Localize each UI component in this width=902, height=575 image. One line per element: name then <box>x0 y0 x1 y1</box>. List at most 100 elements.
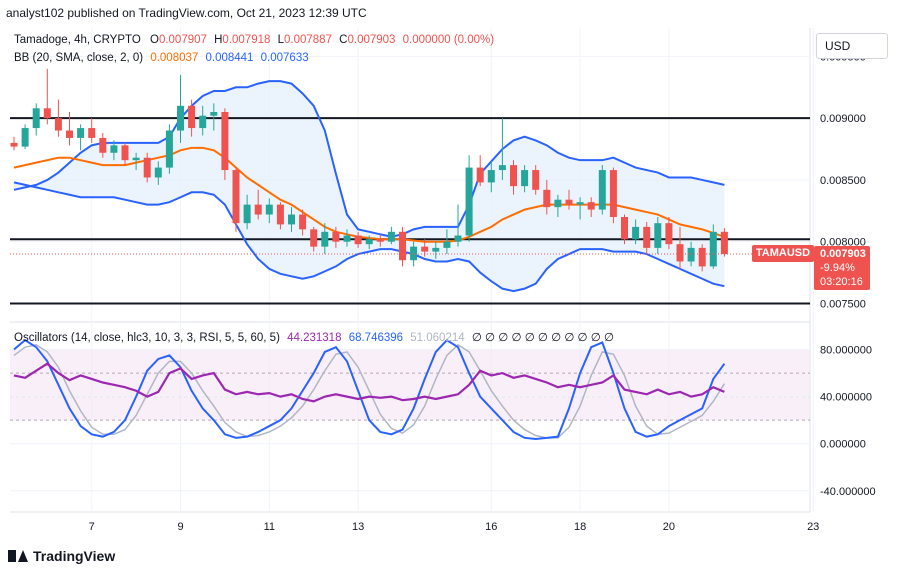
osc-label: Oscillators (14, close, hlc3, 10, 3, 3, … <box>14 332 280 344</box>
candle-body <box>432 247 440 252</box>
candle <box>498 118 506 180</box>
candle <box>510 160 517 195</box>
candle-body <box>21 128 29 147</box>
candle-body <box>354 235 362 245</box>
candle <box>543 179 551 215</box>
candle-body <box>288 214 295 225</box>
candle-body <box>243 204 251 224</box>
candle-body <box>443 241 451 248</box>
currency-button[interactable]: USD <box>816 33 888 59</box>
tradingview-brand[interactable]: TradingView <box>8 548 115 564</box>
candle-body <box>188 105 196 129</box>
candle-body <box>554 199 562 208</box>
symbol-label: Tamadoge, 4h, CRYPTO <box>14 34 141 46</box>
candle <box>121 142 129 166</box>
ohlc-open: O0.007907 <box>149 34 207 46</box>
candle-body <box>232 170 240 224</box>
candle-body <box>276 204 284 225</box>
ohlc-close: C0.007903 <box>339 34 396 46</box>
x-tick-label: 13 <box>352 521 364 533</box>
candle-body <box>210 112 218 116</box>
candle <box>709 224 717 269</box>
candle <box>632 219 640 245</box>
candle-body <box>565 199 573 205</box>
x-tick-label: 16 <box>485 521 497 533</box>
rsi-line <box>13 362 725 403</box>
candle-body <box>321 231 329 247</box>
candle <box>465 155 473 242</box>
candle-body <box>154 167 162 178</box>
ohlc-low: L0.007887 <box>277 34 332 46</box>
candle-body <box>254 204 262 215</box>
x-tick-label: 9 <box>177 521 183 533</box>
oscillator-zone <box>10 349 810 421</box>
publisher-credit: analyst102 published on TradingView.com,… <box>6 6 367 20</box>
candle-body <box>10 142 18 147</box>
y-tick-label: 0.007500 <box>820 298 866 310</box>
bb-legend: BB (20, SMA, close, 2, 0) 0.008037 0.008… <box>14 52 309 64</box>
tradingview-logo-icon <box>8 550 28 562</box>
candle <box>365 235 373 250</box>
candle <box>410 241 418 267</box>
candle-body <box>510 165 517 187</box>
y-tick-label: 0.009000 <box>820 113 866 125</box>
main-legend: Tamadoge, 4h, CRYPTO O0.007907 H0.007918… <box>14 34 494 46</box>
candle <box>665 217 673 250</box>
candle-body <box>177 105 184 131</box>
candle-body <box>332 231 340 242</box>
candle <box>321 223 329 255</box>
osc-d-value: 51.060214 <box>410 332 465 344</box>
candle <box>276 202 284 230</box>
candle <box>77 124 85 151</box>
candle <box>654 217 662 255</box>
candle-body <box>487 170 495 183</box>
candle <box>443 229 451 255</box>
candle-body <box>476 167 484 183</box>
candle-body <box>720 231 728 255</box>
candle-body <box>343 235 351 242</box>
bar-countdown: 03:20:16 <box>820 276 863 288</box>
candle <box>177 74 184 143</box>
candle <box>132 152 140 171</box>
bb-label: BB (20, SMA, close, 2, 0) <box>14 52 144 64</box>
brand-name: TradingView <box>33 548 116 564</box>
candle-body <box>299 214 307 230</box>
x-tick-label: 20 <box>663 521 675 533</box>
candle <box>587 197 595 217</box>
candle <box>199 105 207 136</box>
candle-body <box>421 246 429 252</box>
candle <box>310 226 318 252</box>
bb-lower-value: 0.007633 <box>260 52 309 64</box>
candle <box>643 221 651 255</box>
candle-body <box>676 244 684 262</box>
candle-body <box>410 246 418 261</box>
candle-body <box>32 108 40 129</box>
last-price-tag: 0.007903 -9.94% 03:20:16 <box>814 246 870 290</box>
candle <box>243 194 251 230</box>
osc-k-value: 68.746396 <box>348 332 404 344</box>
candle-body <box>199 115 207 129</box>
x-tick-label: 7 <box>89 521 95 533</box>
y-tick-label: 0.000000 <box>820 439 866 451</box>
candle-body <box>399 231 406 261</box>
candle <box>387 226 395 245</box>
candle <box>376 234 384 247</box>
osc-empty-values: ∅ ∅ ∅ ∅ ∅ ∅ ∅ ∅ ∅ ∅ ∅ <box>471 332 614 344</box>
osc-rsi-value: 44.231318 <box>287 332 342 344</box>
bb-lower-line <box>13 181 725 293</box>
x-tick-label: 11 <box>264 521 275 533</box>
candle <box>476 155 484 187</box>
bb-fill <box>14 81 725 292</box>
candle-body <box>265 204 273 215</box>
candle <box>343 229 351 247</box>
candle-body <box>165 130 173 168</box>
candle <box>210 103 218 131</box>
ticker-tag: TAMAUSD <box>752 245 814 262</box>
candle-body <box>454 235 462 242</box>
candle <box>720 228 728 257</box>
candle <box>521 165 529 193</box>
bb-basis-value: 0.008037 <box>150 52 199 64</box>
ohlc-change: 0.000000 (0.00%) <box>402 34 495 46</box>
candle <box>265 198 273 224</box>
